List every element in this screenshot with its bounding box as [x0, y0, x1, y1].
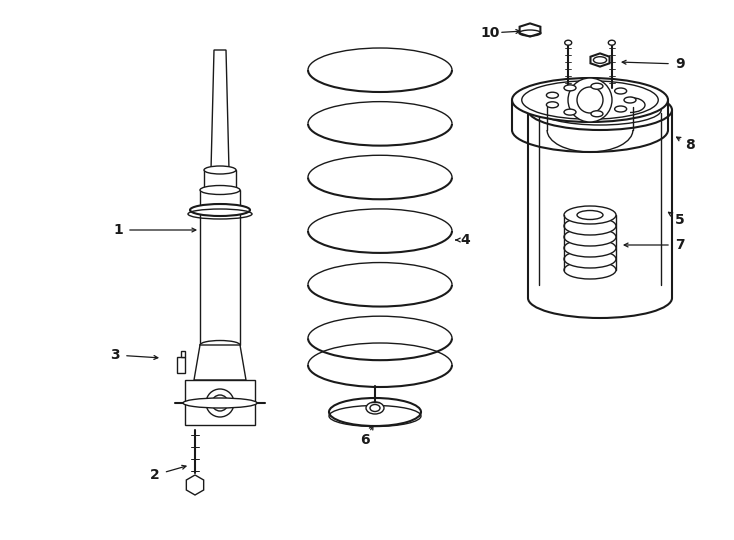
Ellipse shape: [564, 261, 616, 279]
Circle shape: [577, 87, 603, 113]
Text: 5: 5: [675, 213, 685, 227]
Polygon shape: [520, 23, 540, 37]
Circle shape: [212, 395, 228, 411]
Ellipse shape: [329, 398, 421, 426]
Ellipse shape: [564, 85, 576, 91]
Ellipse shape: [614, 88, 627, 94]
Ellipse shape: [200, 186, 240, 194]
Circle shape: [568, 78, 612, 122]
Ellipse shape: [528, 90, 672, 130]
Ellipse shape: [546, 92, 559, 98]
Polygon shape: [177, 357, 185, 373]
Ellipse shape: [200, 341, 240, 349]
Ellipse shape: [366, 402, 384, 414]
Text: 9: 9: [675, 57, 685, 71]
Polygon shape: [181, 351, 185, 357]
Polygon shape: [185, 380, 255, 425]
Ellipse shape: [608, 40, 615, 45]
Ellipse shape: [624, 97, 636, 103]
Ellipse shape: [204, 187, 236, 193]
Ellipse shape: [564, 228, 616, 246]
Ellipse shape: [591, 83, 603, 89]
Text: 6: 6: [360, 433, 370, 447]
Polygon shape: [194, 345, 246, 380]
Polygon shape: [186, 475, 203, 495]
Ellipse shape: [546, 102, 559, 108]
Polygon shape: [211, 50, 229, 170]
Ellipse shape: [591, 111, 603, 117]
Text: 3: 3: [110, 348, 120, 362]
Ellipse shape: [577, 211, 603, 219]
Text: 7: 7: [675, 238, 685, 252]
Ellipse shape: [564, 239, 616, 257]
Text: 1: 1: [113, 223, 123, 237]
Ellipse shape: [370, 404, 380, 411]
Text: 8: 8: [685, 138, 695, 152]
Ellipse shape: [183, 398, 257, 408]
Bar: [200, 190, 240, 345]
Ellipse shape: [564, 109, 576, 115]
Ellipse shape: [564, 217, 616, 235]
Text: 4: 4: [460, 233, 470, 247]
Ellipse shape: [564, 40, 572, 45]
Ellipse shape: [190, 204, 250, 216]
Polygon shape: [590, 53, 609, 66]
Ellipse shape: [564, 250, 616, 268]
Polygon shape: [204, 170, 236, 190]
Ellipse shape: [539, 95, 661, 125]
Ellipse shape: [204, 166, 236, 174]
Circle shape: [206, 389, 234, 417]
Ellipse shape: [512, 78, 668, 122]
Text: 10: 10: [480, 26, 500, 40]
Ellipse shape: [564, 206, 616, 224]
Ellipse shape: [614, 106, 627, 112]
Text: 2: 2: [150, 468, 160, 482]
